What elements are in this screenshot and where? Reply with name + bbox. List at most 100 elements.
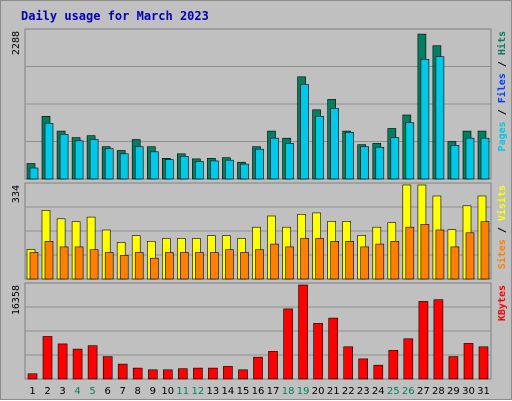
bar-kbytes-day-10: [163, 369, 173, 380]
day-label-30: 30: [462, 386, 475, 397]
day-label-29: 29: [447, 386, 460, 397]
series-legend: Pages / Files / Hits: [496, 31, 508, 151]
bar-kbytes-day-21: [328, 317, 339, 380]
legend-part: Pages: [497, 121, 508, 151]
bar-kbytes-day-11: [178, 368, 188, 380]
bar-files-day-28: [435, 56, 445, 180]
bar-sites-day-20: [315, 238, 324, 280]
bar-files-day-27: [420, 58, 430, 180]
bar-kbytes-day-26: [403, 338, 414, 380]
legend-part: Files: [496, 73, 508, 103]
bar-sites-day-30: [465, 232, 475, 280]
day-label-2: 2: [44, 386, 50, 397]
legend-part: Sites: [496, 239, 508, 269]
bar-sites-day-10: [165, 252, 174, 280]
bar-files-day-17: [270, 137, 279, 180]
bar-sites-day-4: [74, 246, 84, 280]
bar-sites-day-8: [134, 252, 144, 280]
day-label-5: 5: [89, 386, 95, 397]
bar-files-day-4: [74, 140, 84, 180]
bar-files-day-21: [330, 108, 340, 180]
bar-kbytes-day-27: [418, 301, 429, 380]
bar-sites-day-7: [119, 255, 129, 280]
ymax-label: 334: [11, 185, 22, 203]
bar-files-day-12: [195, 161, 204, 180]
day-label-18: 18: [282, 386, 295, 397]
bar-files-day-9: [150, 151, 159, 180]
bar-kbytes-day-18: [283, 308, 293, 380]
bar-kbytes-day-20: [313, 322, 323, 380]
day-label-11: 11: [176, 386, 189, 397]
bar-sites-day-9: [150, 257, 159, 280]
bar-files-day-13: [210, 160, 219, 180]
day-label-16: 16: [252, 386, 265, 397]
bar-files-day-30: [465, 137, 475, 180]
bar-files-day-18: [285, 143, 294, 180]
bar-files-day-20: [315, 116, 324, 180]
ymax-label: 2288: [11, 31, 22, 55]
bar-kbytes-day-22: [343, 346, 354, 380]
day-label-26: 26: [402, 386, 415, 397]
bar-sites-day-16: [255, 249, 264, 280]
bar-sites-day-6: [104, 252, 114, 280]
bar-sites-day-28: [435, 229, 445, 280]
day-label-13: 13: [207, 386, 220, 397]
day-label-15: 15: [237, 386, 250, 397]
bar-files-day-22: [345, 132, 355, 180]
chart-title: Daily usage for March 2023: [21, 9, 209, 23]
bar-files-day-6: [104, 148, 114, 180]
bar-files-day-31: [480, 137, 490, 180]
bar-files-day-2: [44, 123, 54, 180]
day-label-23: 23: [357, 386, 370, 397]
bar-kbytes-day-14: [223, 366, 233, 380]
bar-sites-day-3: [59, 246, 69, 280]
bar-kbytes-day-19: [298, 284, 308, 380]
bar-sites-day-24: [375, 243, 385, 280]
bar-kbytes-day-3: [57, 343, 68, 380]
series-legend: KBytes: [497, 285, 508, 321]
ymax-label: 16358: [11, 285, 22, 315]
bar-files-day-19: [300, 84, 309, 180]
legend-part: Visits: [496, 185, 508, 221]
bar-kbytes-day-23: [358, 358, 369, 380]
bar-files-day-23: [360, 146, 370, 180]
bar-kbytes-day-7: [117, 363, 128, 380]
day-label-17: 17: [267, 386, 280, 397]
bar-kbytes-day-13: [208, 367, 218, 380]
bar-sites-day-19: [300, 238, 309, 280]
bar-kbytes-day-16: [253, 356, 263, 380]
bar-sites-day-15: [240, 252, 249, 280]
day-label-3: 3: [59, 386, 65, 397]
day-label-20: 20: [312, 386, 325, 397]
bar-sites-day-5: [89, 249, 99, 280]
legend-part: Hits: [496, 31, 508, 55]
bar-kbytes-day-24: [373, 364, 384, 380]
bar-files-day-14: [225, 159, 234, 180]
bar-kbytes-day-5: [87, 345, 98, 380]
bar-files-day-8: [134, 146, 144, 180]
bar-sites-day-23: [360, 246, 370, 280]
bar-kbytes-day-25: [388, 349, 399, 380]
day-label-27: 27: [417, 386, 430, 397]
legend-part: /: [497, 103, 508, 121]
bar-kbytes-day-9: [148, 369, 158, 380]
day-label-1: 1: [29, 386, 35, 397]
bar-files-day-24: [375, 147, 385, 180]
day-label-19: 19: [297, 386, 310, 397]
bar-files-day-1: [29, 167, 39, 180]
bar-kbytes-day-8: [132, 367, 143, 380]
bar-files-day-16: [255, 148, 264, 180]
day-label-7: 7: [120, 386, 126, 397]
bar-kbytes-day-29: [448, 356, 459, 380]
bar-kbytes-day-1: [27, 373, 38, 380]
bar-kbytes-day-2: [42, 336, 53, 380]
bar-files-day-29: [450, 145, 460, 180]
bar-kbytes-day-28: [433, 299, 444, 380]
day-label-31: 31: [477, 386, 490, 397]
day-label-21: 21: [327, 386, 340, 397]
bar-sites-day-2: [44, 241, 54, 280]
bar-kbytes-day-31: [478, 346, 489, 380]
day-label-22: 22: [342, 386, 355, 397]
